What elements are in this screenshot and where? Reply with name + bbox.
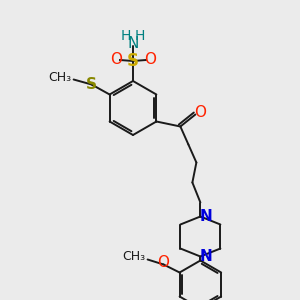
Text: O: O xyxy=(158,255,169,270)
Text: CH₃: CH₃ xyxy=(49,71,72,84)
Text: CH₃: CH₃ xyxy=(122,250,146,263)
Text: H: H xyxy=(135,29,145,43)
Text: O: O xyxy=(110,52,122,68)
Text: O: O xyxy=(194,105,206,120)
Text: O: O xyxy=(144,52,156,68)
Text: N: N xyxy=(200,209,213,224)
Text: N: N xyxy=(127,37,139,52)
Text: S: S xyxy=(86,77,97,92)
Text: N: N xyxy=(200,249,213,264)
Text: S: S xyxy=(127,52,139,70)
Text: H: H xyxy=(121,29,131,43)
